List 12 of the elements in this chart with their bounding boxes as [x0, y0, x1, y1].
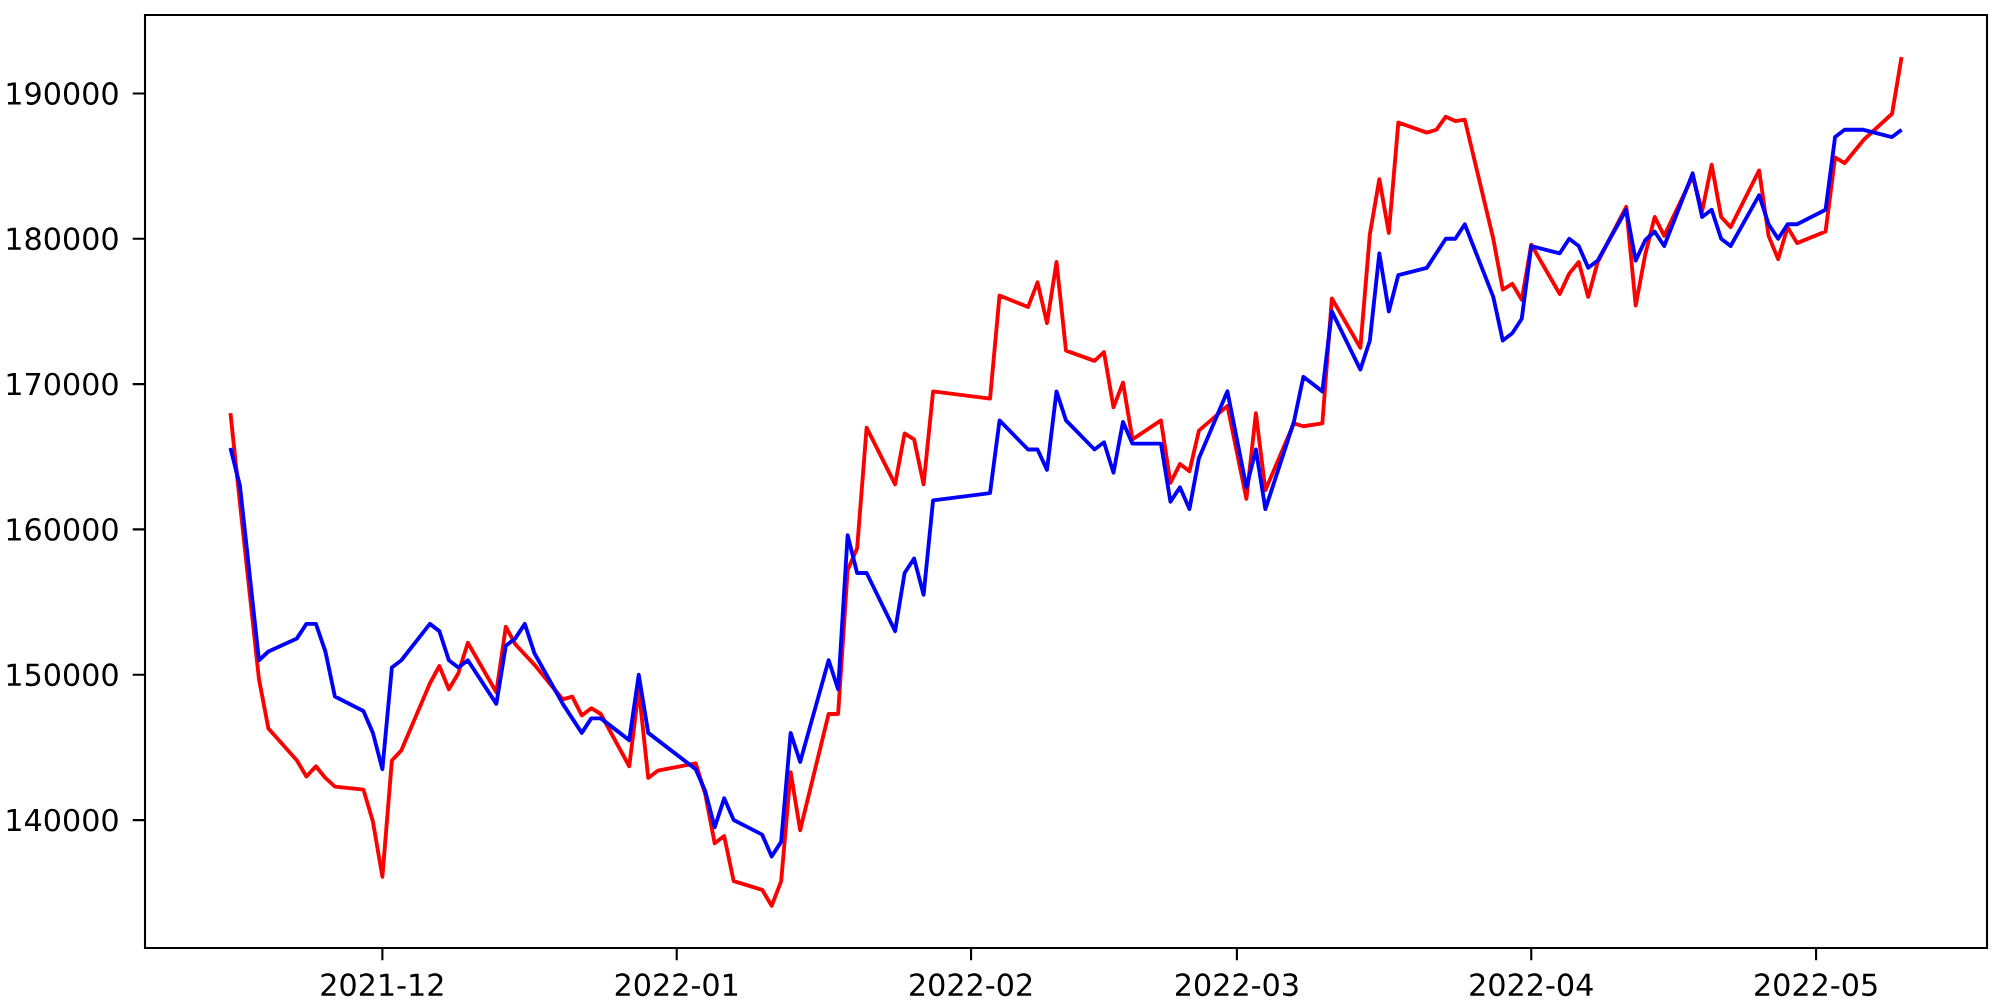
x-tick-label: 2022-05 [1755, 973, 1877, 997]
y-tick-label: 170000 [7, 372, 118, 396]
x-tick-label: 2022-03 [1175, 973, 1298, 997]
x-tick-label: 2022-01 [615, 973, 738, 997]
x-tick-label: 2022-04 [1470, 973, 1593, 997]
x-tick-label: 2022-02 [910, 973, 1032, 997]
y-tick-label: 140000 [7, 808, 118, 832]
y-tick-label: 180000 [7, 227, 118, 251]
y-tick-label: 160000 [7, 518, 118, 541]
x-tick-label: 2021-12 [321, 973, 443, 997]
y-tick-label: 150000 [7, 663, 118, 687]
y-tick-label: 190000 [7, 82, 118, 105]
